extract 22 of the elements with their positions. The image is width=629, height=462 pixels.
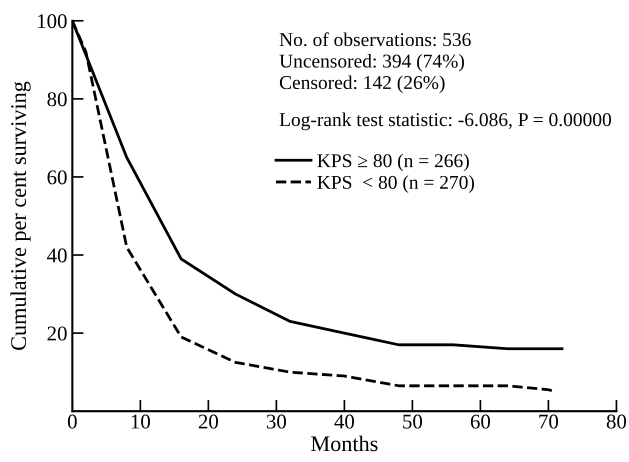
x-tick-label: 50	[403, 414, 422, 429]
x-tick-label: 30	[266, 414, 286, 429]
y-tick-label: 20	[48, 326, 67, 341]
x-tick-label: 60	[470, 414, 490, 429]
annotation: Censored: 142 (26%)	[280, 75, 445, 94]
y-tick-label: 80	[47, 92, 67, 106]
annotation: No. of observations: 536	[280, 32, 471, 46]
y-tick-label: 60	[48, 170, 67, 184]
y-axis-title: Cumulative per cent surviving	[10, 82, 31, 350]
annotation: Uncensored: 394 (74%)	[279, 54, 464, 72]
x-axis-title: Months	[311, 436, 378, 452]
x-tick-label: 0	[68, 414, 77, 429]
x-tick-label: 10	[132, 414, 150, 429]
x-tick-label: 40	[334, 414, 354, 429]
x-tick-label: 20	[198, 414, 218, 429]
y-tick-label: 100	[38, 14, 67, 28]
x-tick-label: 70	[539, 414, 558, 429]
y-tick-label: 40	[47, 248, 67, 262]
legend-label: KPS ≥ 80 (n = 266)	[317, 154, 469, 172]
legend-label: KPS < 80 (n = 270)	[317, 175, 474, 193]
annotation: Log-rank test statistic: -6.086, P = 0.00000	[280, 112, 611, 130]
x-tick-label: 80	[606, 414, 626, 429]
